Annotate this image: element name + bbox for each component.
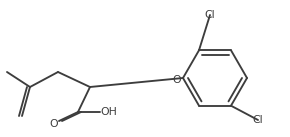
Text: Cl: Cl [253, 115, 263, 125]
Text: O: O [50, 119, 58, 129]
Text: Cl: Cl [205, 10, 215, 20]
Text: O: O [173, 75, 181, 85]
Text: OH: OH [101, 107, 117, 117]
